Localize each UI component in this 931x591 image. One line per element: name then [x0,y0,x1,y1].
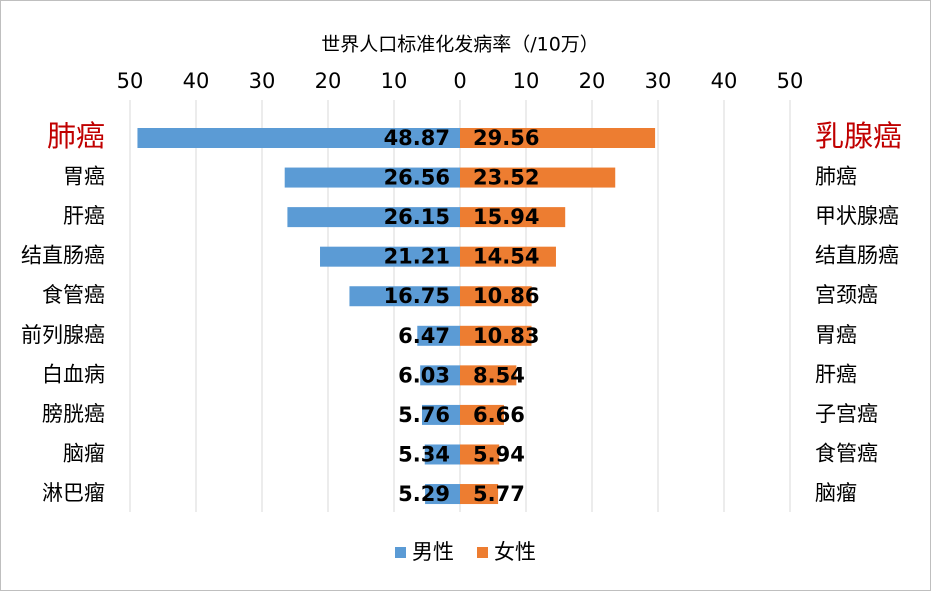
bar [460,246,556,267]
x-tick-label: 50 [777,69,804,93]
value-label: 29.56 [473,126,539,150]
legend-label: 男性 [412,540,454,564]
bar [320,246,460,267]
x-tick-label: 0 [453,69,466,93]
category-label: 膀胱癌 [42,402,105,426]
value-label: 26.56 [384,166,450,190]
category-label: 肺癌 [815,165,857,189]
bar [460,444,500,465]
bar [349,286,460,307]
category-label: 脑瘤 [63,441,105,465]
category-label: 结直肠癌 [815,244,899,268]
category-label: 淋巴瘤 [42,481,105,505]
value-label: 48.87 [384,126,450,150]
x-tick-label: 20 [315,69,342,93]
value-label: 5.76 [398,403,450,427]
legend-swatch [395,547,406,558]
value-label: 15.94 [473,205,539,229]
value-label: 14.54 [473,245,539,269]
value-label: 10.83 [473,324,539,348]
category-label: 前列腺癌 [21,323,105,347]
x-tick-label: 50 [117,69,144,93]
value-label: 5.77 [473,482,525,506]
category-label: 白血病 [42,362,105,386]
category-label: 胃癌 [815,323,857,347]
bar [460,484,499,505]
bar [460,325,532,346]
x-tick-label: 40 [711,69,738,93]
chart-title: 世界人口标准化发病率（/10万） [321,34,599,56]
category-label: 肝癌 [815,362,857,386]
category-label: 乳腺癌 [815,119,902,153]
x-tick-label: 10 [513,69,540,93]
category-label: 食管癌 [815,441,878,465]
bar [460,167,616,188]
value-label: 5.29 [398,482,450,506]
value-label: 10.86 [473,284,539,308]
category-label: 脑瘤 [815,481,857,505]
value-label: 6.66 [473,403,525,427]
x-tick-label: 10 [381,69,408,93]
category-label: 子宫癌 [815,402,878,426]
value-label: 6.47 [398,324,450,348]
category-label: 胃癌 [63,165,105,189]
bar [284,167,460,188]
bar [460,207,566,228]
x-tick-label: 30 [645,69,672,93]
category-label: 宫颈癌 [815,283,878,307]
x-tick-label: 30 [249,69,276,93]
value-label: 5.34 [398,442,450,466]
bar [287,207,460,228]
bar [420,365,460,386]
value-label: 26.15 [384,205,450,229]
category-label: 结直肠癌 [21,244,105,268]
bar [421,404,460,425]
bar [417,325,460,346]
value-label: 21.21 [384,245,450,269]
value-label: 8.54 [473,363,525,387]
x-tick-label: 40 [183,69,210,93]
bar [460,365,517,386]
bar [424,444,460,465]
category-label: 食管癌 [42,283,105,307]
bar [460,286,532,307]
category-label: 肝癌 [63,204,105,228]
value-label: 16.75 [384,284,450,308]
x-tick-label: 20 [579,69,606,93]
legend-label: 女性 [494,540,536,564]
bar [460,128,656,148]
value-label: 23.52 [473,166,539,190]
legend-swatch [477,547,488,558]
category-label: 甲状腺癌 [815,204,899,228]
value-label: 6.03 [398,363,450,387]
bar [137,128,460,148]
bar [425,484,460,505]
category-label: 肺癌 [47,119,105,153]
value-label: 5.94 [473,442,525,466]
bar [460,404,504,425]
